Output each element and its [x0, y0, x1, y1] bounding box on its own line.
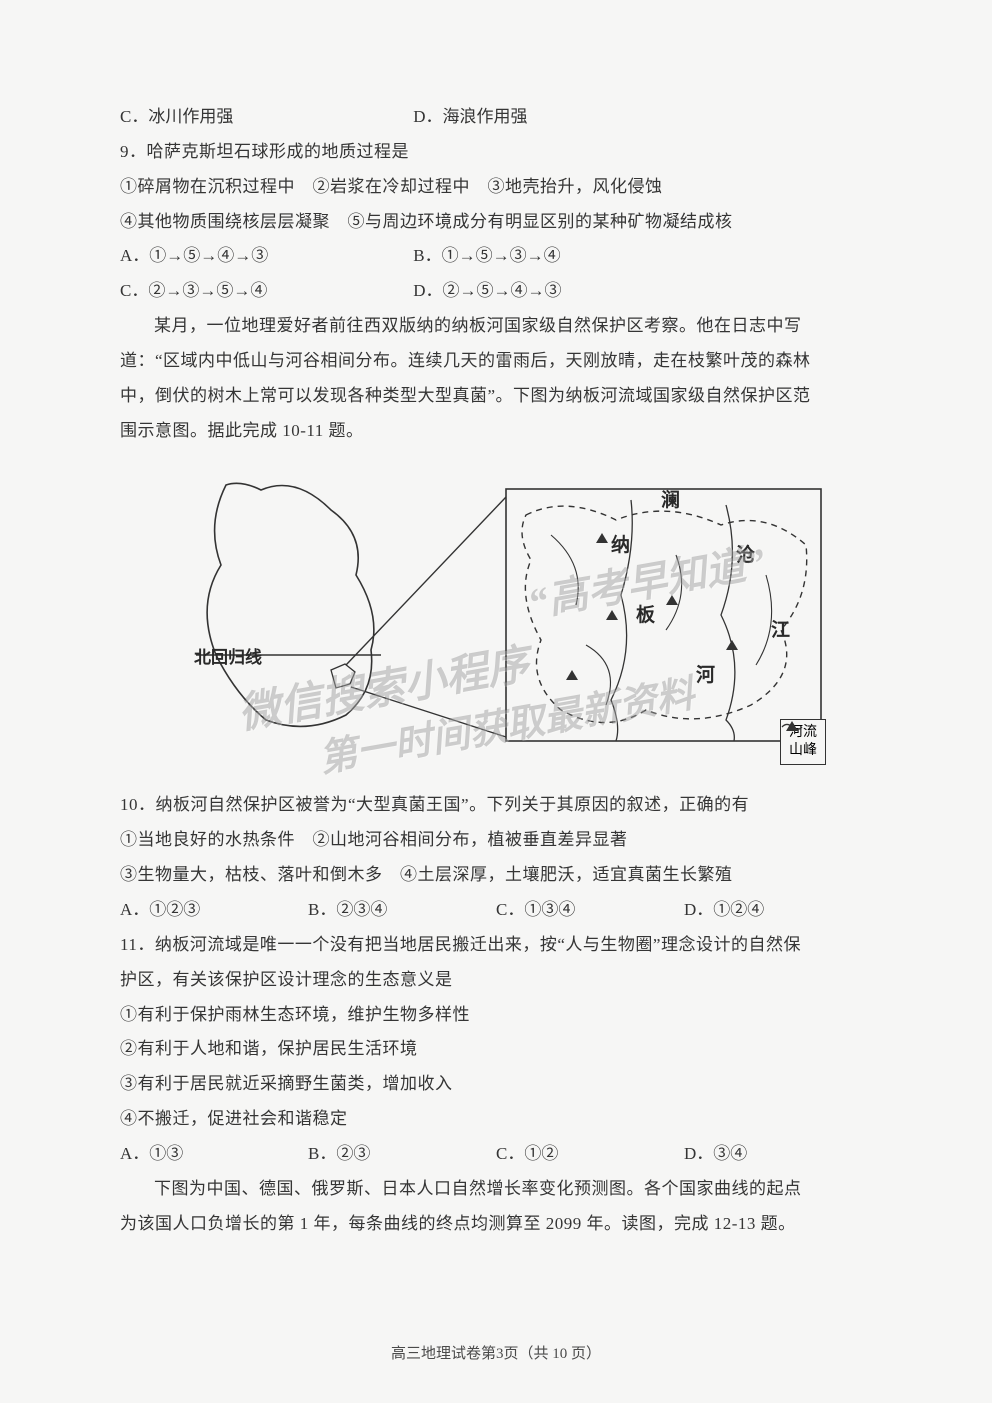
q9-options-cd: C．②→③→⑤→④ D．②→⑤→④→③: [120, 274, 872, 309]
q8-options-cd: C．冰川作用强 D．海浪作用强: [120, 100, 872, 135]
q10-opt-c: C．①③④: [496, 893, 684, 928]
map-svg: [166, 465, 826, 765]
q11-stem-1: 11．纳板河流域是唯一一个没有把当地居民搬迁出来，按“人与生物圈”理念设计的自然…: [120, 928, 872, 963]
river-he: 河: [696, 660, 715, 687]
q11-s4: ④不搬迁，促进社会和谐稳定: [120, 1102, 872, 1137]
q10-options: A．①②③ B．②③④ C．①③④ D．①②④: [120, 893, 872, 928]
q8-opt-c: C．冰川作用强: [120, 100, 413, 135]
passage2-line2: 道：“区域内中低山与河谷相间分布。连续几天的雷雨后，天刚放晴，走在枝繁叶茂的森林: [120, 344, 872, 379]
page-footer: 高三地理试卷第3页（共 10 页）: [0, 1342, 992, 1363]
river-cang: 沧: [736, 540, 755, 567]
river-ban: 板: [636, 600, 655, 627]
q9-opt-a: A．①→⑤→④→③: [120, 239, 413, 274]
q9-statement-1: ①碎屑物在沉积过程中 ②岩浆在冷却过程中 ③地壳抬升，风化侵蚀: [120, 170, 872, 205]
q11-options: A．①③ B．②③ C．①② D．③④: [120, 1137, 872, 1172]
q9-stem: 9．哈萨克斯坦石球形成的地质过程是: [120, 135, 872, 170]
passage3-line2: 为该国人口负增长的第 1 年，每条曲线的终点均测算至 2099 年。读图，完成 …: [120, 1207, 872, 1242]
river-jiang: 江: [771, 615, 790, 642]
q8-opt-d: D．海浪作用强: [413, 100, 872, 135]
q10-s2: ③生物量大，枯枝、落叶和倒木多 ④土层深厚，土壤肥沃，适宜真菌生长繁殖: [120, 858, 872, 893]
q9-options-ab: A．①→⑤→④→③ B．①→⑤→③→④: [120, 239, 872, 274]
passage2-line1: 某月，一位地理爱好者前往西双版纳的纳板河国家级自然保护区考察。他在日志中写: [120, 309, 872, 344]
q10-opt-d: D．①②④: [684, 893, 872, 928]
tropic-label: 北回归线: [194, 643, 262, 668]
map-figure: 北回归线 澜 纳 沧 板 江 河 河流 山峰 “高考早知道” 微信搜索小程序: [120, 460, 872, 770]
q10-opt-a: A．①②③: [120, 893, 308, 928]
map-placeholder: 北回归线 澜 纳 沧 板 江 河 河流 山峰 “高考早知道” 微信搜索小程序: [166, 465, 826, 765]
q9-statement-2: ④其他物质围绕核层层凝聚 ⑤与周边环境成分有明显区别的某种矿物凝结成核: [120, 205, 872, 240]
q9-opt-d: D．②→⑤→④→③: [413, 274, 872, 309]
q10-s1: ①当地良好的水热条件 ②山地河谷相间分布，植被垂直差异显著: [120, 823, 872, 858]
passage2-line4: 围示意图。据此完成 10-11 题。: [120, 414, 872, 449]
q11-stem-2: 护区，有关该保护区设计理念的生态意义是: [120, 963, 872, 998]
river-lan: 澜: [661, 485, 680, 512]
q11-opt-b: B．②③: [308, 1137, 496, 1172]
q10-stem: 10．纳板河自然保护区被誉为“大型真菌王国”。下列关于其原因的叙述，正确的有: [120, 788, 872, 823]
q11-opt-d: D．③④: [684, 1137, 872, 1172]
exam-page: C．冰川作用强 D．海浪作用强 9．哈萨克斯坦石球形成的地质过程是 ①碎屑物在沉…: [0, 0, 992, 1403]
q11-s2: ②有利于人地和谐，保护居民生活环境: [120, 1032, 872, 1067]
passage3-line1: 下图为中国、德国、俄罗斯、日本人口自然增长率变化预测图。各个国家曲线的起点: [120, 1172, 872, 1207]
map-legend: 河流 山峰: [780, 719, 826, 765]
q9-opt-c: C．②→③→⑤→④: [120, 274, 413, 309]
q11-opt-c: C．①②: [496, 1137, 684, 1172]
passage2-line3: 中，倒伏的树木上常可以发现各种类型大型真菌”。下图为纳板河流域国家级自然保护区范: [120, 379, 872, 414]
legend-peak: 山峰: [789, 742, 817, 760]
q11-opt-a: A．①③: [120, 1137, 308, 1172]
river-na: 纳: [611, 530, 630, 557]
q11-s1: ①有利于保护雨林生态环境，维护生物多样性: [120, 998, 872, 1033]
q11-s3: ③有利于居民就近采摘野生菌类，增加收入: [120, 1067, 872, 1102]
q9-opt-b: B．①→⑤→③→④: [413, 239, 872, 274]
q10-opt-b: B．②③④: [308, 893, 496, 928]
